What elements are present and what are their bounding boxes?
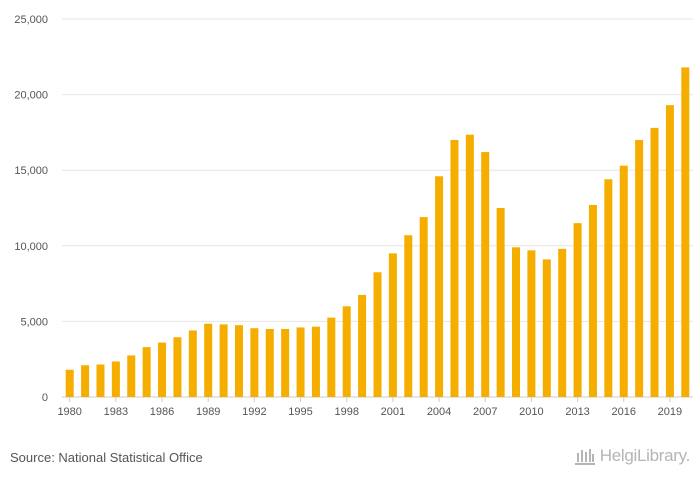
y-tick-label: 0 <box>42 392 48 404</box>
bar-2005[interactable] <box>450 139 459 397</box>
x-tick-label: 1995 <box>288 406 312 418</box>
bar-1984[interactable] <box>127 355 136 397</box>
bar-1983[interactable] <box>111 361 120 397</box>
bar-1995[interactable] <box>296 327 305 397</box>
bar-1981[interactable] <box>81 365 90 397</box>
bar-1993[interactable] <box>265 328 274 397</box>
y-tick-label: 25,000 <box>14 14 48 26</box>
y-tick-label: 15,000 <box>14 165 48 177</box>
bar-2008[interactable] <box>496 208 505 397</box>
x-tick-label: 2019 <box>658 406 682 418</box>
y-tick-label: 10,000 <box>14 241 48 253</box>
x-tick-label: 2016 <box>612 406 636 418</box>
bar-2003[interactable] <box>419 217 428 397</box>
gridlines <box>62 18 693 398</box>
bar-2001[interactable] <box>388 253 397 397</box>
library-icon <box>574 449 595 465</box>
x-tick-label: 2004 <box>427 406 451 418</box>
y-axis-ticks: 0 5,000 10,000 15,000 20,000 25,000 <box>14 14 48 404</box>
x-tick-label: 1980 <box>57 406 81 418</box>
bar-1987[interactable] <box>173 337 182 397</box>
bar-2009[interactable] <box>512 247 521 397</box>
x-tick-label: 1989 <box>196 406 220 418</box>
bar-1996[interactable] <box>311 326 320 397</box>
x-tick-label: 2013 <box>565 406 589 418</box>
x-axis-ticks: 1980 1983 1986 1989 1992 1995 1998 2001 2004 2007… <box>57 397 682 418</box>
x-tick-label: 1983 <box>104 406 128 418</box>
bar-1988[interactable] <box>188 330 197 397</box>
bar-1989[interactable] <box>204 323 213 397</box>
bar-1997[interactable] <box>327 317 336 397</box>
source-note: Source: National Statistical Office <box>10 450 203 465</box>
brand-logo[interactable]: HelgiLibrary. <box>574 446 690 466</box>
bar-2019[interactable] <box>665 105 674 398</box>
bar-1985[interactable] <box>142 347 151 397</box>
bar-2016[interactable] <box>619 165 628 397</box>
bar-1991[interactable] <box>234 325 243 397</box>
bar-2010[interactable] <box>527 250 536 397</box>
x-tick-label: 2007 <box>473 406 497 418</box>
bar-2020[interactable] <box>681 67 690 397</box>
bar-2013[interactable] <box>573 223 582 397</box>
x-tick-label: 2001 <box>381 406 405 418</box>
bar-2015[interactable] <box>604 179 613 397</box>
bar-1998[interactable] <box>342 306 351 397</box>
bar-2018[interactable] <box>650 127 659 397</box>
bar-2006[interactable] <box>465 134 474 397</box>
brand-name: HelgiLibrary. <box>599 446 691 465</box>
bar-2014[interactable] <box>588 204 597 397</box>
bar-1986[interactable] <box>158 342 167 397</box>
bar-1994[interactable] <box>281 328 290 397</box>
bar-2011[interactable] <box>542 259 551 397</box>
bar-1990[interactable] <box>219 324 228 397</box>
bar-2000[interactable] <box>373 272 382 397</box>
bar-1999[interactable] <box>358 294 367 397</box>
y-tick-label: 20,000 <box>14 90 48 102</box>
y-tick-label: 5,000 <box>20 316 48 328</box>
bar-series <box>65 67 690 398</box>
x-tick-label: 1992 <box>242 406 266 418</box>
bar-2017[interactable] <box>635 139 644 397</box>
bar-1982[interactable] <box>96 364 105 397</box>
bar-1980[interactable] <box>65 369 74 397</box>
bar-2012[interactable] <box>558 248 567 397</box>
x-tick-label: 2010 <box>519 406 543 418</box>
bar-2004[interactable] <box>435 176 444 397</box>
x-tick-label: 1986 <box>150 406 174 418</box>
bar-2007[interactable] <box>481 152 490 397</box>
bar-2002[interactable] <box>404 235 413 397</box>
bar-1992[interactable] <box>250 328 259 397</box>
x-tick-label: 1998 <box>334 406 358 418</box>
